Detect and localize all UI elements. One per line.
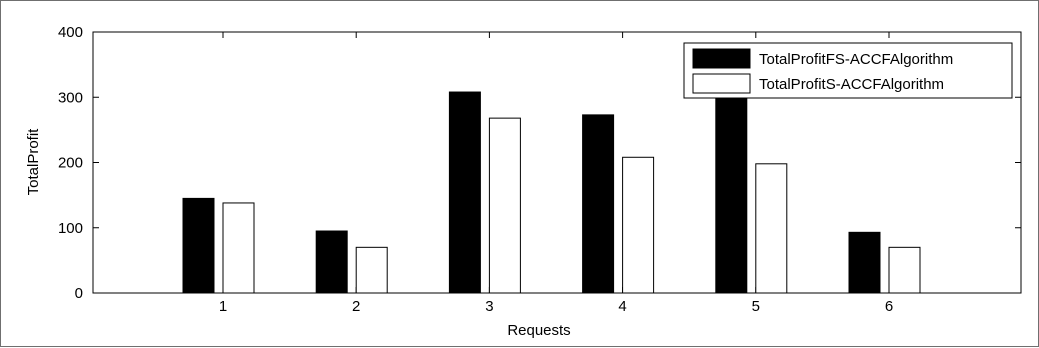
legend-swatch-series-2 [692, 73, 751, 94]
bar-series-1-cat-2 [315, 230, 348, 294]
x-tick-label: 6 [885, 298, 893, 315]
bars [182, 91, 921, 294]
x-tick-label: 4 [618, 298, 626, 315]
legend-swatch-series-1 [692, 48, 751, 69]
bar-series-1-cat-1 [182, 197, 215, 294]
y-axis: 0 100 200 300 400 [58, 24, 1021, 302]
y-tick-label: 300 [58, 89, 83, 106]
bar-series-2-cat-3 [488, 117, 521, 294]
y-tick-label: 400 [58, 24, 83, 41]
legend: TotalProfitFS-ACCFAlgorithm TotalProfitS… [683, 42, 1013, 99]
x-tick-label: 1 [219, 298, 227, 315]
x-tick-label: 3 [485, 298, 493, 315]
y-tick-label: 200 [58, 155, 83, 172]
x-axis-title: Requests [507, 322, 570, 339]
bar-series-2-cat-1 [222, 202, 255, 294]
bar-series-1-cat-6 [848, 231, 881, 294]
y-tick-label: 0 [75, 285, 83, 302]
y-tick-label: 100 [58, 220, 83, 237]
bar-series-2-cat-5 [755, 163, 788, 294]
bar-series-1-cat-3 [448, 91, 481, 294]
x-tick-label: 2 [352, 298, 360, 315]
bar-series-1-cat-4 [582, 114, 615, 294]
bar-series-2-cat-2 [355, 246, 388, 294]
y-axis-title: TotalProfit [25, 128, 42, 196]
bar-series-2-cat-4 [622, 156, 655, 294]
x-tick-label: 5 [752, 298, 760, 315]
legend-label-series-2: TotalProfitS-ACCFAlgorithm [759, 76, 944, 93]
bar-series-2-cat-6 [888, 246, 921, 294]
legend-label-series-1: TotalProfitFS-ACCFAlgorithm [759, 51, 953, 68]
bar-series-1-cat-5 [715, 93, 748, 294]
